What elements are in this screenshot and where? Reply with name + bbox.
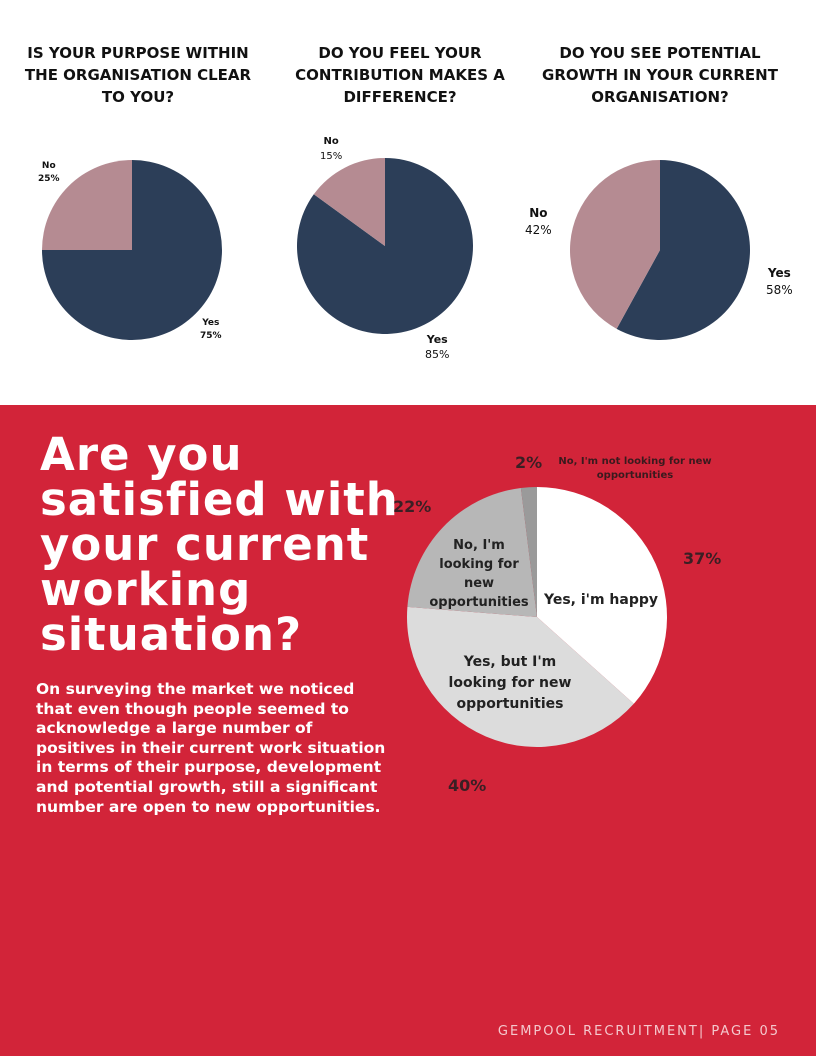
pie2-yes-label: Yes 85%	[425, 333, 450, 361]
pie2-slice-1	[313, 158, 385, 246]
slice-no-looking-label: No, I'm looking for new opportunities	[429, 538, 529, 610]
pie1-slice-1	[42, 160, 132, 250]
pie4-slice-2	[407, 488, 537, 617]
pie4-slice-1	[407, 606, 634, 747]
pie4-slice-0	[537, 487, 667, 704]
chart-title-purpose: IS YOUR PURPOSE WITHIN THE ORGANISATION …	[24, 44, 252, 106]
section-body-text: On surveying the market we noticed that …	[36, 680, 386, 816]
slice-happy-label: Yes, i'm happy	[544, 592, 659, 608]
satisfaction-section	[0, 405, 816, 1056]
pie3-no-label: No 42%	[525, 206, 552, 237]
section-heading: Are you satisfied with your current work…	[40, 428, 399, 661]
pie2-no-label: No 15%	[320, 136, 343, 162]
slice-yes-but-label: Yes, but I'm looking for new opportuniti…	[448, 654, 572, 712]
chart-title-growth: DO YOU SEE POTENTIAL GROWTH IN YOUR CURR…	[542, 44, 778, 106]
pie3-yes-label: Yes 58%	[766, 266, 793, 297]
slice-no-looking-pct: 22%	[393, 497, 432, 516]
chart-title-contribution: DO YOU FEEL YOUR CONTRIBUTION MAKES A DI…	[295, 44, 505, 106]
slice-yes-but-pct: 40%	[448, 776, 487, 795]
pie1-yes-label: Yes 75%	[200, 318, 222, 341]
slice-happy-pct: 37%	[683, 549, 722, 568]
pie1-no-label: No 25%	[38, 161, 60, 184]
slice-no-not-label: No, I'm not looking for new opportunitie…	[558, 456, 712, 481]
pie3-slice-1	[569, 160, 660, 329]
slice-no-not-pct: 2%	[515, 453, 543, 472]
page-footer: GEMPOOL RECRUITMENT| PAGE 05	[497, 1024, 780, 1039]
pie4-slice-3	[520, 487, 537, 617]
pie3-slice-0	[616, 160, 750, 340]
